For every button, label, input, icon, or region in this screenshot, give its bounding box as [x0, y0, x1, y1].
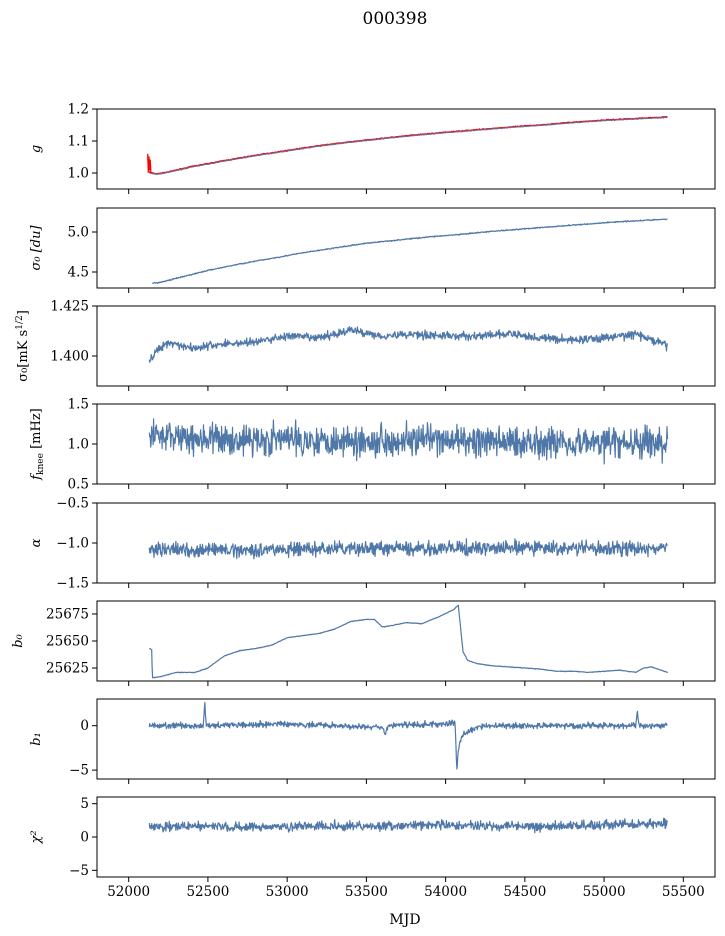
x-axis-label: MJD	[389, 912, 420, 928]
plot-area	[147, 115, 668, 175]
x-tick-label: 53500	[345, 884, 388, 900]
x-tick-label: 54000	[424, 884, 467, 900]
subplot-6: 25625 25650 25675 b₀	[11, 600, 716, 686]
y-axis-label: χ²	[29, 830, 44, 844]
subplot-3: 1.400 1.425 σ₀[mK s1/2]	[15, 299, 716, 391]
y-tick-label: 1.1	[68, 134, 89, 150]
plot-area	[148, 701, 668, 770]
y-tick-label: 1.2	[68, 102, 89, 118]
y-axis-label: σ₀[mK s1/2]	[15, 310, 31, 382]
data-series-line	[148, 538, 668, 560]
data-series-line	[150, 116, 668, 175]
y-tick-label: 5.0	[68, 225, 89, 241]
x-tick-label: 55000	[583, 884, 626, 900]
y-axis-label: fknee [mHz]	[29, 408, 46, 481]
y-tick-label: −1.0	[56, 536, 89, 552]
y-axis-label: b₁	[29, 732, 44, 746]
axes-frame	[96, 207, 716, 289]
y-tick-label: 0	[80, 830, 89, 846]
x-tick-label: 52500	[186, 884, 229, 900]
axes-frame	[96, 698, 716, 780]
data-series-line	[148, 418, 669, 465]
y-tick-label: 25650	[46, 634, 89, 650]
y-axis-label: g	[29, 145, 44, 153]
data-series-line	[147, 153, 152, 174]
plot-area	[152, 218, 668, 284]
x-tick-label: 53000	[266, 884, 309, 900]
y-tick-label: 1.5	[68, 397, 89, 413]
plot-area	[148, 538, 668, 560]
y-tick-label: 1.425	[50, 299, 89, 315]
plot-area	[148, 418, 669, 465]
y-tick-label: 4.5	[68, 265, 89, 281]
y-tick-label: 0.5	[68, 477, 89, 493]
axes-frame	[96, 796, 716, 878]
axes-frame	[96, 600, 716, 682]
subplot-1: 1.0 1.1 1.2 g	[29, 102, 716, 194]
subplot-5: −1.5 −1.0 −0.5 α	[29, 496, 716, 592]
y-axis-label: b₀	[11, 633, 26, 647]
plot-area	[148, 817, 669, 834]
data-series-line	[152, 218, 668, 284]
y-tick-label: −1.5	[56, 576, 89, 592]
subplot-4: 0.5 1.0 1.5 fknee [mHz]	[29, 397, 716, 493]
plot-area	[149, 604, 669, 679]
x-tick-label: 54500	[503, 884, 546, 900]
x-tick-label: 55500	[662, 884, 705, 900]
y-tick-label: −5	[69, 863, 89, 879]
y-tick-label: −5	[69, 763, 89, 779]
plot-area	[148, 326, 669, 363]
figure-title: 000398	[363, 9, 428, 29]
y-tick-label: 5	[80, 796, 89, 812]
axes-frame	[96, 108, 716, 190]
y-tick-label: 0	[80, 718, 89, 734]
data-series-line	[148, 817, 669, 834]
data-series-line	[149, 604, 669, 679]
subplot-8: −5 0 5 52000 52500 53000 53500 54000 54500 55000 5…	[29, 796, 716, 900]
y-axis-label: σ₀ [du]	[29, 225, 44, 271]
y-tick-label: 1.400	[50, 349, 89, 365]
subplot-stack: 1.0 1.1 1.2 g 4.5 5.0 σ₀ [du] 1.400 1.425 σ₀[mK s…	[11, 102, 716, 900]
y-tick-label: 25625	[46, 661, 89, 677]
data-series-line	[147, 115, 668, 175]
y-tick-label: −0.5	[56, 496, 89, 512]
data-series-line	[148, 326, 669, 363]
data-series-line	[148, 701, 668, 770]
x-tick-label: 52000	[107, 884, 150, 900]
y-tick-label: 1.0	[68, 437, 89, 453]
subplot-7: −5 0 b₁	[29, 698, 716, 784]
y-tick-label: 1.0	[68, 166, 89, 182]
subplot-2: 4.5 5.0 σ₀ [du]	[29, 207, 716, 293]
axes-frame	[96, 305, 716, 387]
y-tick-label: 25675	[46, 606, 89, 622]
y-axis-label: α	[29, 538, 44, 547]
